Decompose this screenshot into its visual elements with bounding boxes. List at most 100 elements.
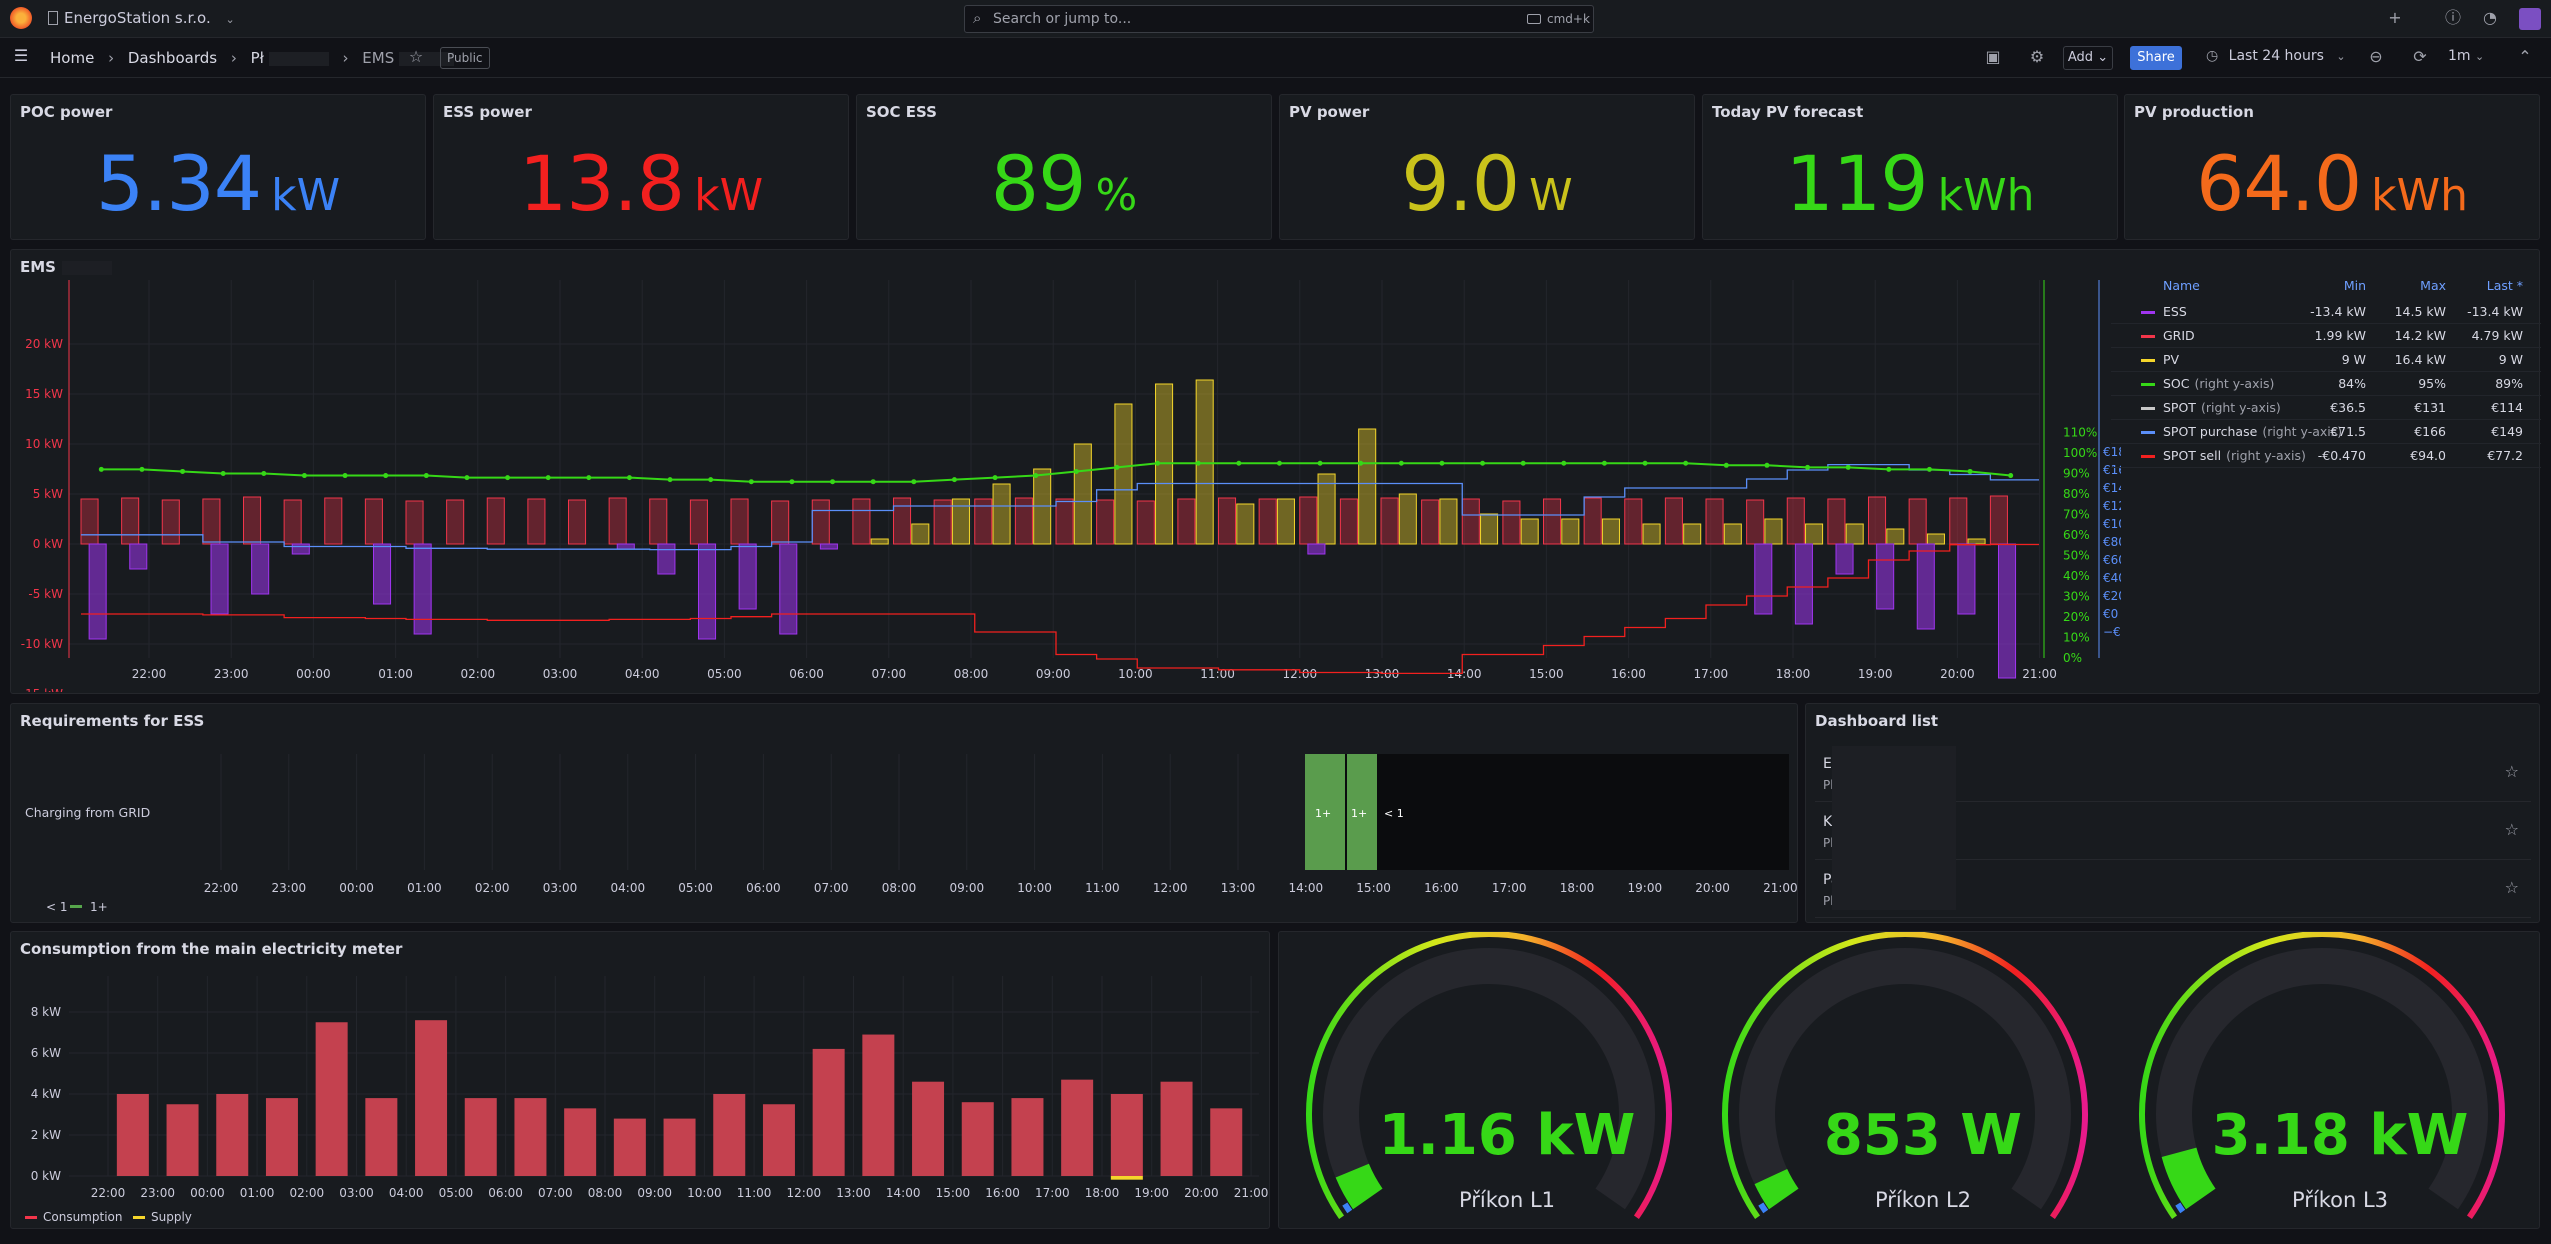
consumption-bar — [862, 1034, 895, 1176]
pv-bar — [1926, 533, 1945, 545]
refresh-icon[interactable]: ⟳ — [2413, 47, 2427, 66]
legend-max: €131 — [2414, 400, 2446, 415]
ess-bar — [1835, 543, 1854, 575]
grid-bar — [527, 498, 546, 545]
breadcrumb-dashboards[interactable]: Dashboards — [127, 49, 218, 67]
ess-bar — [210, 543, 229, 615]
time-picker[interactable]: ◷ Last 24 hours ⌄ — [2206, 48, 2346, 64]
gauges: 1.16 kW Příkon L1 853 W Příkon L2 3.18 kW Pří… — [1306, 932, 2505, 1219]
x-tick: 03:00 — [543, 881, 578, 895]
requirements-state-timeline[interactable]: Charging from GRID 22:00 23:00 00:00 01:00 02… — [11, 726, 1799, 921]
grid-bar — [1380, 497, 1399, 545]
grid-bar — [730, 498, 749, 545]
x-tick: 07:00 — [872, 667, 907, 681]
menu-icon[interactable]: ☰ — [13, 46, 29, 65]
legend-header-max[interactable]: Max — [2420, 278, 2446, 293]
soc-point — [545, 475, 551, 481]
legend-min: 84% — [2338, 376, 2366, 391]
ess-bar — [616, 543, 635, 550]
x-tick: 06:00 — [789, 667, 824, 681]
legend-row[interactable]: SOC (right y-axis) 84% 95% 89% — [2111, 372, 2541, 396]
soc-point — [1601, 460, 1607, 466]
share-button[interactable]: Share — [2130, 46, 2182, 70]
consumption-bar — [762, 1104, 795, 1176]
dashboard-nav: ☰ Home › Dashboards › Pł › EMS ☆ Public … — [0, 38, 2551, 78]
pv-bar — [1845, 523, 1864, 545]
panel-title: Requirements for ESS — [20, 712, 205, 730]
help-icon[interactable]: ⓘ — [2444, 8, 2461, 27]
legend-swatch — [2141, 335, 2155, 338]
grid-bar — [1624, 498, 1643, 545]
grid-bar — [1583, 497, 1602, 545]
consumption-bar — [912, 1081, 945, 1176]
stat-value: 64.0 kWh — [2125, 139, 2539, 228]
legend-header-min[interactable]: Min — [2343, 278, 2366, 293]
gauge-track — [2156, 948, 2488, 1210]
pv-bar — [1967, 538, 1986, 545]
search-input[interactable]: ⌕ Search or jump to... cmd+k — [964, 5, 1594, 33]
consumption-chart[interactable]: 8 kW 6 kW 4 kW 2 kW 0 kW 22:00 23:00 00:00 01:00… — [11, 956, 1271, 1228]
ems-chart[interactable]: 20 kW 15 kW 10 kW 5 kW 0 kW -5 kW -10 kW -15 kW… — [11, 272, 2121, 692]
grid-bar — [649, 498, 668, 545]
breadcrumb-folder[interactable]: Pł — [250, 49, 264, 67]
legend-row[interactable]: PV 9 W 16.4 kW 9 W — [2111, 348, 2541, 372]
legend-label: SOC (right y-axis) — [2163, 376, 2274, 391]
x-tick: 08:00 — [954, 667, 989, 681]
legend-row[interactable]: SPOT sell (right y-axis) -€0.470 €94.0 €77.2 — [2111, 444, 2541, 468]
legend-name: SPOT — [2163, 400, 2196, 415]
gear-icon[interactable]: ⚙ — [2029, 47, 2045, 66]
chevron-right-icon: › — [342, 49, 349, 67]
clock-icon: ◷ — [2206, 48, 2219, 64]
legend-max: €166 — [2414, 424, 2446, 439]
y-tick-eur: €120 — [2103, 499, 2121, 513]
star-icon[interactable]: ☆ — [2504, 820, 2519, 839]
y-tick-kw: -10 kW — [21, 637, 63, 651]
soc-point — [1195, 460, 1201, 466]
legend-row[interactable]: SPOT (right y-axis) €36.5 €131 €114 — [2111, 396, 2541, 420]
soc-point — [1520, 460, 1526, 466]
x-tick: 23:00 — [140, 1186, 175, 1200]
chevron-up-icon[interactable]: ⌃ — [2518, 47, 2532, 66]
breadcrumb-home[interactable]: Home — [50, 49, 95, 67]
refresh-interval[interactable]: 1m ⌄ — [2448, 48, 2485, 64]
soc-point — [951, 477, 957, 483]
legend-row[interactable]: ESS -13.4 kW 14.5 kW -13.4 kW — [2111, 300, 2541, 324]
zoom-out-icon[interactable]: ⊖ — [2369, 47, 2383, 66]
legend-label: SPOT (right y-axis) — [2163, 400, 2281, 415]
consumption-bar — [166, 1104, 199, 1176]
soc-point — [1358, 460, 1364, 466]
grid-bar — [689, 499, 708, 545]
save-icon[interactable]: ▣ — [1985, 47, 2001, 66]
consumption-bar — [663, 1118, 696, 1176]
org-switcher[interactable]: EnergoStation s.r.o. ⌄ — [64, 9, 235, 27]
grafana-logo-icon[interactable] — [10, 7, 32, 29]
stat-value: 9.0 W — [1280, 139, 1694, 228]
keyboard-icon — [1527, 14, 1541, 24]
add-button[interactable]: Add ⌄ — [2063, 46, 2113, 70]
consumption-bar — [812, 1048, 845, 1176]
x-tick: 06:00 — [488, 1186, 523, 1200]
grid-bar — [608, 497, 627, 545]
star-icon[interactable]: ☆ — [2504, 762, 2519, 781]
y-tick-kw: -15 kW — [21, 687, 63, 692]
state-cell-active — [1305, 754, 1345, 870]
legend-header-last[interactable]: Last * — [2486, 278, 2523, 293]
grid-bar — [568, 499, 587, 545]
star-icon[interactable]: ☆ — [408, 47, 424, 66]
x-tick: 08:00 — [882, 881, 917, 895]
news-icon[interactable]: ◔ — [2483, 8, 2497, 27]
y-tick-kw: 10 kW — [25, 437, 63, 451]
legend-row[interactable]: SPOT purchase (right y-axis) €71.5 €166 €149 — [2111, 420, 2541, 444]
legend-header-name[interactable]: Name — [2163, 278, 2200, 293]
legend-swatch — [25, 1216, 37, 1219]
soc-point — [1236, 460, 1242, 466]
refresh-interval-label: 1m — [2448, 48, 2471, 64]
x-tick: 15:00 — [936, 1186, 971, 1200]
grid-bar — [1258, 498, 1277, 545]
x-tick: 20:00 — [1940, 667, 1975, 681]
star-icon[interactable]: ☆ — [2504, 878, 2519, 897]
legend-row[interactable]: GRID 1.99 kW 14.2 kW 4.79 kW — [2111, 324, 2541, 348]
gauge-track — [1323, 948, 1655, 1210]
avatar[interactable] — [2519, 8, 2541, 30]
stat-panel: POC power 5.34 kW — [10, 94, 426, 240]
